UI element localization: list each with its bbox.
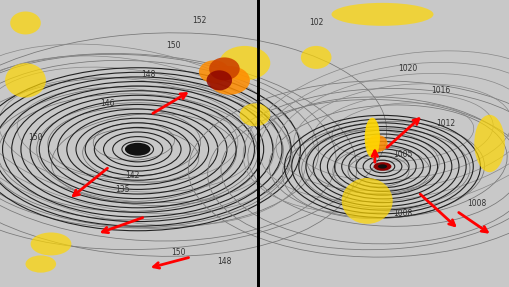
Text: 1012: 1012 — [436, 119, 455, 128]
Ellipse shape — [377, 164, 386, 169]
Ellipse shape — [5, 63, 46, 98]
Text: 150: 150 — [29, 133, 43, 142]
Ellipse shape — [473, 115, 504, 172]
Ellipse shape — [199, 60, 229, 83]
Ellipse shape — [125, 143, 150, 156]
Text: 148: 148 — [217, 257, 231, 266]
Text: 148: 148 — [140, 70, 155, 79]
Text: 135: 135 — [115, 185, 129, 194]
Text: 1008: 1008 — [466, 199, 486, 208]
Ellipse shape — [300, 46, 331, 69]
Ellipse shape — [31, 232, 71, 255]
Text: 1016: 1016 — [431, 86, 450, 95]
Ellipse shape — [366, 135, 387, 152]
Ellipse shape — [219, 46, 270, 80]
Text: 102: 102 — [308, 18, 323, 28]
Text: 1008: 1008 — [392, 209, 412, 218]
Ellipse shape — [239, 103, 270, 126]
Ellipse shape — [209, 66, 249, 95]
Ellipse shape — [209, 57, 239, 80]
Text: 146: 146 — [100, 99, 114, 108]
Text: 152: 152 — [191, 15, 206, 25]
Ellipse shape — [25, 255, 56, 273]
Text: 1020: 1020 — [398, 64, 417, 73]
Ellipse shape — [364, 118, 379, 158]
Text: 142: 142 — [125, 170, 139, 180]
Ellipse shape — [206, 70, 232, 90]
Ellipse shape — [341, 178, 392, 224]
Text: 1005: 1005 — [392, 150, 412, 160]
Text: 150: 150 — [171, 248, 185, 257]
Text: 150: 150 — [166, 41, 180, 51]
Ellipse shape — [331, 3, 433, 26]
Ellipse shape — [10, 11, 41, 34]
Ellipse shape — [373, 162, 391, 171]
